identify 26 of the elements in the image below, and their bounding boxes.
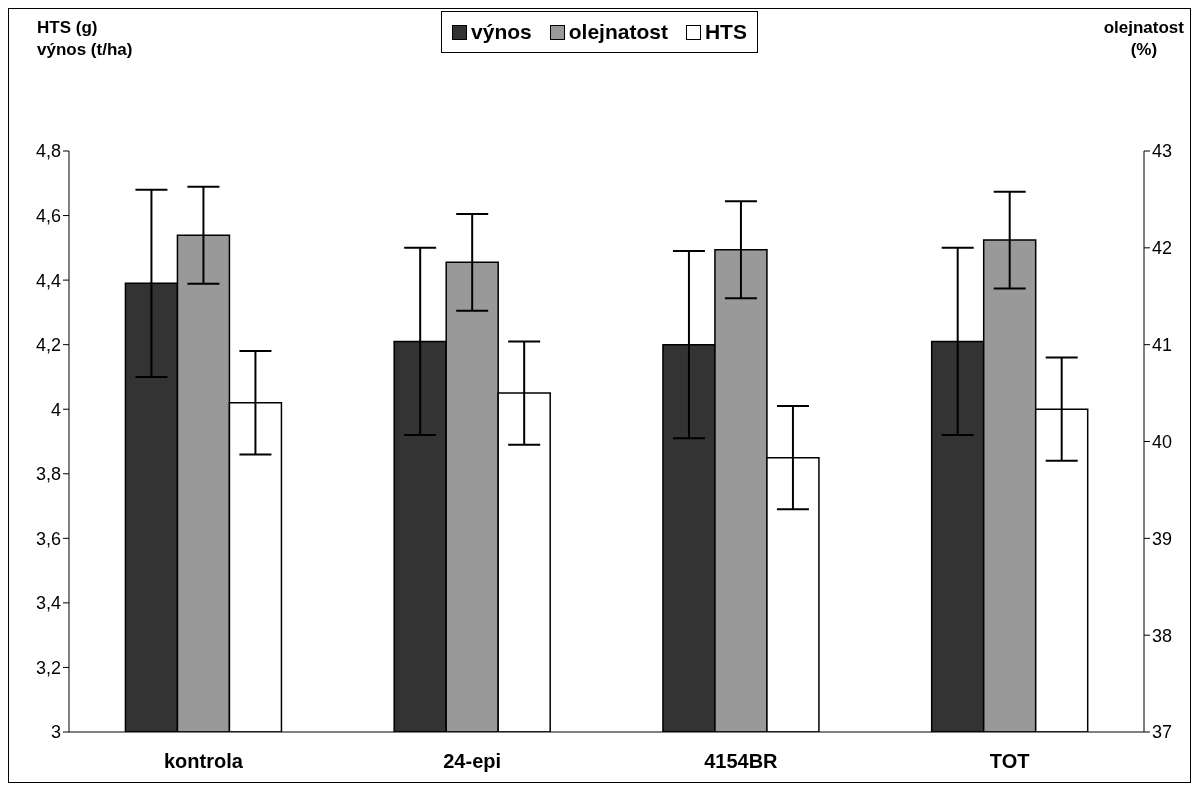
x-tick-label: 4154BR [704, 750, 779, 773]
y-tick-label: 4 [50, 399, 61, 420]
y-tick-label: 4,6 [35, 205, 61, 226]
y-tick-label: 3,4 [35, 593, 61, 614]
y-tick-label: 3,2 [35, 657, 61, 678]
y2-tick-label: 37 [1152, 722, 1173, 743]
y-tick-label: 3,6 [35, 528, 61, 549]
y2-tick-label: 39 [1152, 528, 1173, 549]
y2-tick-label: 41 [1152, 335, 1173, 356]
x-tick-label: 24-epi [443, 750, 502, 773]
y-tick-label: 4,2 [35, 335, 61, 356]
x-tick-label: TOT [989, 750, 1030, 773]
y-tick-label: 4,8 [35, 141, 61, 162]
y-axis-title: HTS (g) výnos (t/ha) [37, 17, 133, 61]
y2-tick-label: 43 [1152, 141, 1173, 162]
legend-label: výnos [470, 20, 532, 44]
y-tick-label: 3,8 [35, 464, 61, 485]
legend-label: olejnatost [567, 20, 668, 44]
y2-tick-label: 40 [1152, 431, 1173, 452]
y2-axis-title: olejnatost (%) [1103, 17, 1184, 61]
y-tick-label: 3 [50, 722, 61, 743]
y2-tick-label: 38 [1152, 625, 1173, 646]
legend-label: HTS [703, 20, 747, 44]
y2-tick-label: 42 [1152, 238, 1173, 259]
y-tick-label: 4,4 [35, 270, 61, 291]
x-tick-label: kontrola [163, 750, 244, 773]
